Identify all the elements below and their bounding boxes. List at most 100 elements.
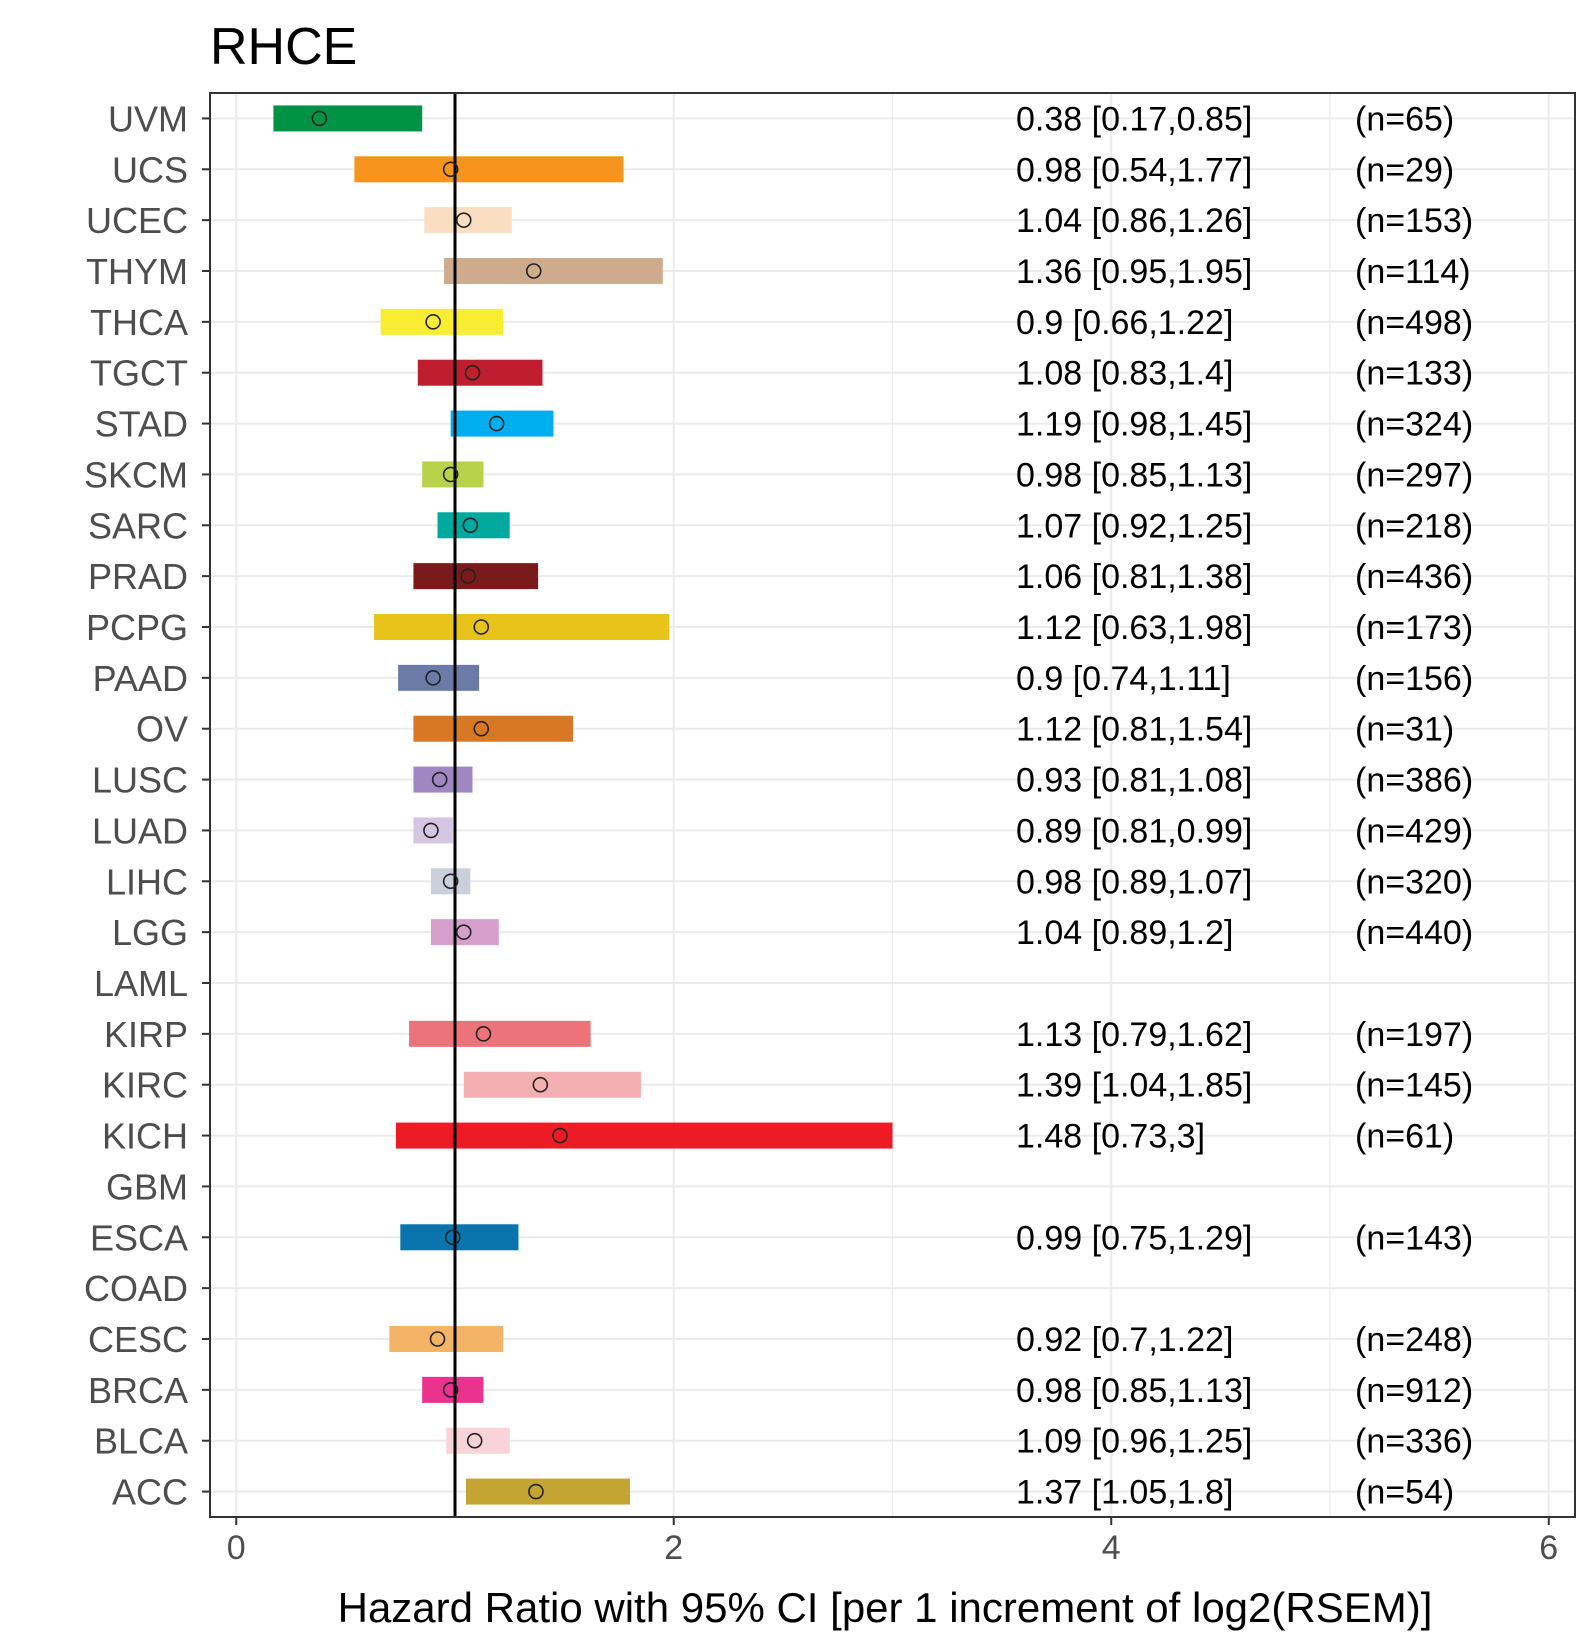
y-tick-label-cesc: CESC [88, 1319, 188, 1360]
ci-bar-stad [450, 410, 554, 437]
hr-point-blca [466, 1432, 483, 1449]
n-label-tgct: (n=133) [1355, 355, 1473, 393]
hr-point-lihc [442, 873, 459, 890]
y-tick-label-acc: ACC [112, 1472, 188, 1513]
ci-bar-kirc [463, 1071, 641, 1098]
n-label-pcpg: (n=173) [1355, 609, 1473, 647]
ci-label-stad: 1.19 [0.98,1.45] [1016, 406, 1252, 444]
ci-label-acc: 1.37 [1.05,1.8] [1016, 1474, 1233, 1512]
n-label-luad: (n=429) [1355, 812, 1473, 850]
hr-point-ucs [442, 161, 459, 178]
hr-point-lgg [455, 924, 472, 940]
y-tick-label-gbm: GBM [106, 1166, 188, 1207]
n-label-sarc: (n=218) [1355, 507, 1473, 545]
ci-bar-pcpg [374, 614, 670, 640]
hr-point-kirp [475, 1026, 492, 1042]
y-tick-label-uvm: UVM [108, 98, 188, 139]
y-tick-label-kirc: KIRC [102, 1065, 188, 1106]
n-label-cesc: (n=248) [1355, 1321, 1473, 1359]
ci-label-tgct: 1.08 [0.83,1.4] [1016, 355, 1233, 393]
ci-label-prad: 1.06 [0.81,1.38] [1016, 558, 1252, 596]
n-label-kich: (n=61) [1355, 1118, 1454, 1156]
hr-point-sarc [462, 517, 479, 534]
n-label-uvm: (n=65) [1355, 100, 1454, 138]
hr-point-pcpg [473, 619, 490, 635]
y-tick-label-skcm: SKCM [84, 454, 188, 495]
hr-point-thca [425, 314, 441, 330]
y-tick-label-lgg: LGG [112, 912, 188, 953]
hr-point-esca [445, 1229, 461, 1246]
y-tick-label-thym: THYM [86, 251, 188, 292]
y-tick-label-brca: BRCA [88, 1370, 188, 1411]
y-tick-label-ov: OV [136, 709, 188, 750]
y-tick-label-sarc: SARC [88, 505, 188, 546]
y-tick-label-kirp: KIRP [104, 1014, 188, 1055]
y-tick-label-coad: COAD [84, 1268, 188, 1309]
ci-bar-lihc [430, 868, 471, 895]
n-label-brca: (n=912) [1355, 1372, 1473, 1410]
hr-point-stad [488, 415, 505, 432]
y-tick-label-kich: KICH [102, 1116, 188, 1157]
n-label-acc: (n=54) [1355, 1474, 1454, 1512]
n-label-paad: (n=156) [1355, 660, 1473, 698]
hr-point-skcm [442, 466, 459, 483]
ci-bar-ov [413, 715, 574, 742]
x-tick-label: 0 [227, 1529, 246, 1567]
n-label-blca: (n=336) [1355, 1423, 1473, 1461]
ci-label-ov: 1.12 [0.81,1.54] [1016, 711, 1252, 749]
ci-label-pcpg: 1.12 [0.63,1.98] [1016, 609, 1252, 647]
hr-point-acc [528, 1483, 544, 1500]
bars-layer [273, 105, 893, 1505]
ci-label-thca: 0.9 [0.66,1.22] [1016, 304, 1233, 342]
y-tick-label-ucec: UCEC [86, 200, 188, 241]
ci-label-luad: 0.89 [0.81,0.99] [1016, 812, 1252, 850]
n-label-lusc: (n=386) [1355, 762, 1473, 800]
n-label-lihc: (n=320) [1355, 863, 1473, 901]
ci-label-ucs: 0.98 [0.54,1.77] [1016, 151, 1252, 189]
ci-bar-ucec [424, 207, 512, 234]
n-label-thym: (n=114) [1355, 253, 1471, 291]
x-tick-label: 6 [1539, 1529, 1558, 1567]
ci-bar-blca [446, 1427, 510, 1454]
ci-bar-luad [413, 817, 453, 844]
y-tick-label-ucs: UCS [112, 149, 188, 190]
x-axis-title: Hazard Ratio with 95% CI [per 1 incremen… [338, 1584, 1433, 1631]
hr-point-prad [460, 568, 476, 584]
y-tick-label-pcpg: PCPG [86, 607, 188, 648]
n-label-ov: (n=31) [1355, 711, 1454, 749]
n-label-skcm: (n=297) [1355, 456, 1473, 494]
ci-label-skcm: 0.98 [0.85,1.13] [1016, 456, 1252, 494]
ci-label-esca: 0.99 [0.75,1.29] [1016, 1219, 1252, 1257]
ci-bar-lusc [413, 766, 473, 793]
n-label-prad: (n=436) [1355, 558, 1473, 596]
n-label-esca: (n=143) [1355, 1219, 1473, 1257]
n-label-ucec: (n=153) [1355, 202, 1473, 240]
ci-bar-paad [398, 664, 480, 691]
hr-point-lusc [431, 771, 448, 788]
panel-border [209, 92, 1576, 1518]
hr-point-paad [425, 670, 441, 686]
ci-label-kirc: 1.39 [1.04,1.85] [1016, 1067, 1252, 1105]
y-tick-label-paad: PAAD [93, 658, 188, 699]
n-label-lgg: (n=440) [1355, 914, 1473, 952]
y-tick-label-luad: LUAD [92, 810, 188, 851]
ci-bar-ucs [354, 156, 624, 183]
n-label-kirp: (n=197) [1355, 1016, 1473, 1054]
hr-point-ov [473, 720, 490, 737]
ci-label-kich: 1.48 [0.73,3] [1016, 1118, 1205, 1156]
ci-label-kirp: 1.13 [0.79,1.62] [1016, 1016, 1252, 1054]
ci-label-paad: 0.9 [0.74,1.11] [1016, 660, 1231, 698]
ci-label-sarc: 1.07 [0.92,1.25] [1016, 507, 1252, 545]
y-tick-label-laml: LAML [94, 963, 188, 1004]
y-tick-label-lusc: LUSC [92, 760, 188, 801]
hr-point-tgct [464, 364, 481, 381]
ci-bar-acc [465, 1478, 630, 1505]
hr-point-brca [442, 1382, 459, 1398]
ci-bar-lgg [430, 919, 499, 946]
y-tick-label-stad: STAD [95, 404, 188, 445]
y-tick-label-blca: BLCA [94, 1421, 188, 1462]
annotation-layer: 0.38 [0.17,0.85] (n=65) 0.98 [0.54,1.77] (n… [1016, 100, 1473, 1511]
points-layer [311, 110, 568, 1500]
y-tick-label-lihc: LIHC [106, 861, 188, 902]
ci-bar-uvm [273, 105, 423, 132]
